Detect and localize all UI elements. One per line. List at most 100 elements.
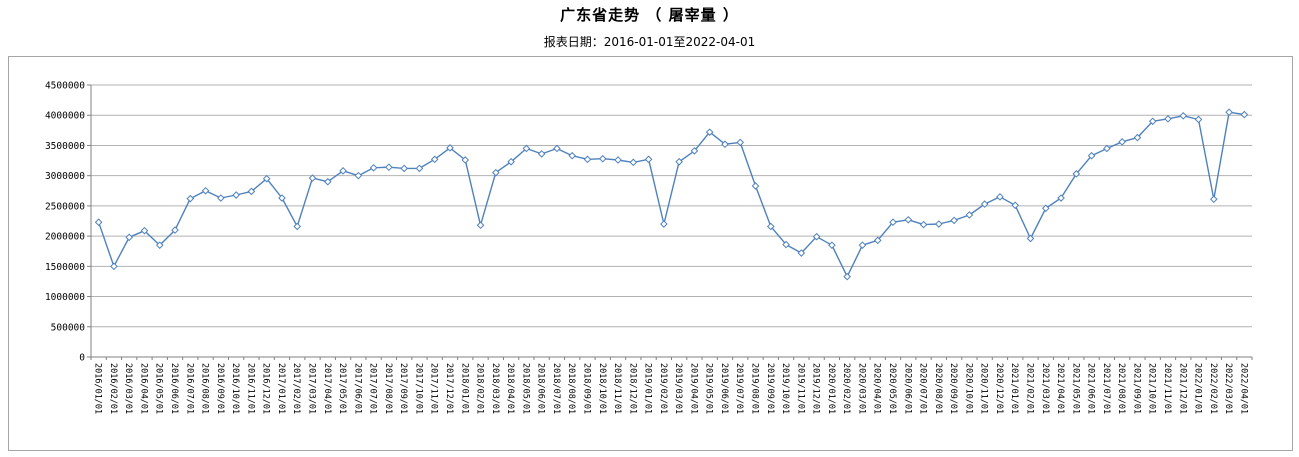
data-point-marker	[186, 194, 195, 203]
x-tick-label: 2019/03/01	[673, 363, 683, 414]
x-tick-label: 2016/02/01	[108, 363, 118, 414]
data-point-marker	[1087, 151, 1096, 160]
data-point-marker	[140, 226, 149, 235]
data-point-marker	[904, 215, 913, 224]
y-tick-label: 4500000	[45, 81, 85, 92]
trend-chart: 0 500000 1000000 1500000 2000000 2500000 30000…	[8, 56, 1293, 451]
data-point-marker	[1133, 133, 1142, 142]
x-tick-label: 2018/02/01	[475, 363, 485, 414]
x-tick-label: 2020/02/01	[841, 363, 851, 414]
data-point-marker	[996, 193, 1004, 201]
data-point-marker	[782, 240, 790, 249]
x-tick-label: 2018/03/01	[490, 363, 500, 414]
x-tick-label: 2017/02/01	[291, 363, 301, 414]
x-tick-label: 2019/02/01	[658, 363, 668, 414]
data-point-marker	[797, 249, 806, 257]
x-tick-label: 2017/05/01	[337, 363, 347, 414]
data-point-marker	[1194, 115, 1203, 124]
x-tick-label: 2017/06/01	[352, 363, 362, 414]
y-tick-label: 1500000	[45, 262, 85, 273]
data-point-marker	[1057, 194, 1065, 202]
x-tick-label: 2018/12/01	[627, 363, 637, 414]
x-tick-label: 2020/03/01	[856, 363, 866, 414]
y-tick-label: 500000	[51, 322, 86, 333]
data-point-marker	[323, 177, 332, 186]
data-point-marker	[537, 150, 546, 158]
x-tick-label: 2016/07/01	[184, 363, 194, 414]
trend-chart-canvas: 0 500000 1000000 1500000 2000000 2500000 30000…	[45, 81, 1253, 414]
x-tick-label: 2020/09/01	[948, 363, 958, 414]
data-point-marker	[155, 241, 164, 249]
data-point-marker	[354, 171, 363, 180]
x-tick-label: 2016/12/01	[261, 363, 271, 414]
x-tick-label: 2018/07/01	[551, 363, 561, 414]
data-point-marker	[675, 157, 683, 166]
data-point-marker	[400, 164, 408, 173]
data-point-marker	[1011, 201, 1020, 210]
data-point-marker	[385, 163, 393, 172]
x-tick-label: 2018/04/01	[505, 363, 515, 414]
x-tick-label: 2021/02/01	[1024, 363, 1034, 414]
x-tick-label: 2018/09/01	[581, 363, 591, 414]
data-point-marker	[476, 221, 485, 230]
x-tick-label: 2017/07/01	[368, 363, 378, 414]
x-tick-label: 2019/05/01	[704, 363, 714, 414]
data-point-marker	[339, 167, 347, 175]
data-point-marker	[430, 155, 439, 164]
x-tick-label: 2018/06/01	[536, 363, 546, 414]
data-point-marker	[262, 174, 271, 183]
data-point-marker	[614, 156, 622, 164]
x-tick-label: 2021/07/01	[1101, 363, 1111, 414]
x-tick-label: 2022/04/01	[1238, 363, 1248, 414]
x-tick-label: 2019/01/01	[643, 363, 653, 414]
y-tick-label: 2500000	[45, 201, 85, 212]
x-tick-label: 2020/05/01	[887, 363, 897, 414]
y-tick-label: 1000000	[45, 292, 85, 303]
x-tick-label: 2019/04/01	[688, 363, 698, 414]
data-point-marker	[217, 194, 225, 202]
x-tick-label: 2016/04/01	[138, 363, 148, 414]
data-point-marker	[629, 158, 638, 167]
data-point-marker	[492, 168, 500, 177]
x-tick-label: 2021/10/01	[1147, 363, 1157, 414]
data-point-marker	[980, 200, 989, 208]
data-point-marker	[415, 164, 424, 173]
data-point-marker	[125, 233, 133, 242]
data-point-marker	[446, 144, 454, 152]
x-tick-label: 2018/10/01	[597, 363, 607, 414]
x-tick-label: 2020/10/01	[963, 363, 973, 414]
data-point-marker	[751, 182, 760, 190]
data-point-marker	[1210, 195, 1218, 204]
data-point-marker	[1118, 138, 1126, 146]
x-tick-label: 2018/01/01	[459, 363, 469, 414]
data-point-marker	[843, 272, 851, 281]
x-tick-label: 2021/08/01	[1116, 363, 1126, 414]
y-tick-label: 0	[79, 353, 85, 364]
data-point-marker	[110, 262, 118, 271]
chart-title: 广东省走势 （ 屠宰量 ）	[560, 6, 739, 24]
data-point-marker	[873, 236, 882, 245]
data-point-marker	[201, 186, 210, 195]
x-tick-label: 2019/11/01	[795, 363, 805, 414]
data-point-marker	[889, 218, 897, 227]
data-point-marker	[736, 138, 745, 147]
x-tick-label: 2021/11/01	[1162, 363, 1172, 414]
x-tick-label: 2020/11/01	[979, 363, 989, 414]
data-point-marker	[369, 164, 378, 172]
y-tick-label: 3500000	[45, 141, 85, 152]
x-tick-label: 2019/07/01	[734, 363, 744, 414]
data-point-marker	[812, 232, 821, 241]
x-tick-label: 2017/12/01	[444, 363, 454, 414]
x-tick-label: 2020/06/01	[902, 363, 912, 414]
data-point-marker	[950, 216, 958, 225]
x-tick-label: 2016/05/01	[154, 363, 164, 414]
data-point-marker	[232, 191, 240, 199]
data-point-marker	[1164, 115, 1172, 123]
data-point-marker	[1148, 117, 1157, 126]
x-tick-label: 2021/05/01	[1070, 363, 1080, 414]
y-tick-label: 4000000	[45, 111, 85, 122]
data-point-marker	[1072, 170, 1081, 178]
data-point-marker	[1179, 112, 1188, 120]
x-tick-label: 2018/11/01	[612, 363, 622, 414]
data-point-marker	[1026, 234, 1035, 243]
